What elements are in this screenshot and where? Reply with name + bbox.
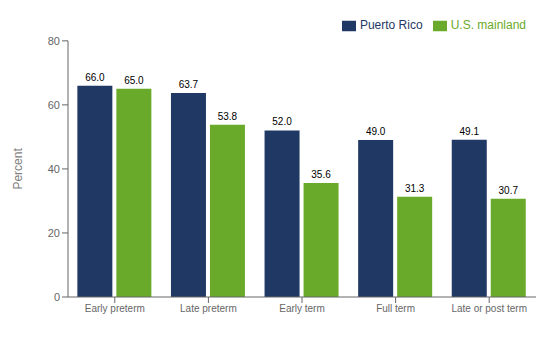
svg-text:65.0: 65.0 — [124, 75, 144, 86]
svg-text:53.8: 53.8 — [218, 111, 238, 122]
svg-text:66.0: 66.0 — [85, 72, 105, 83]
svg-text:63.7: 63.7 — [179, 79, 199, 90]
svg-text:52.0: 52.0 — [272, 116, 292, 127]
svg-text:35.6: 35.6 — [311, 169, 331, 180]
html-text:U.S. mainland: U.S. mainland — [450, 18, 526, 32]
svg-text:31.3: 31.3 — [405, 183, 425, 194]
svg-text:0: 0 — [54, 291, 60, 303]
svg-text:60: 60 — [48, 99, 60, 111]
svg-text:40: 40 — [48, 163, 60, 175]
svg-text:Early term: Early term — [279, 303, 325, 314]
svg-text:Percent: Percent — [11, 148, 25, 190]
svg-text:80: 80 — [48, 35, 60, 47]
svg-text:Late preterm: Late preterm — [180, 303, 237, 314]
svg-text:49.1: 49.1 — [460, 126, 480, 137]
html-text:Puerto Rico: Puerto Rico — [359, 18, 423, 32]
svg-text:Late or post term: Late or post term — [451, 303, 527, 314]
svg-text:49.0: 49.0 — [366, 126, 386, 137]
svg-text:30.7: 30.7 — [499, 185, 519, 196]
svg-text:Early preterm: Early preterm — [85, 303, 145, 314]
svg-text:20: 20 — [48, 227, 60, 239]
svg-text:Full term: Full term — [376, 303, 415, 314]
